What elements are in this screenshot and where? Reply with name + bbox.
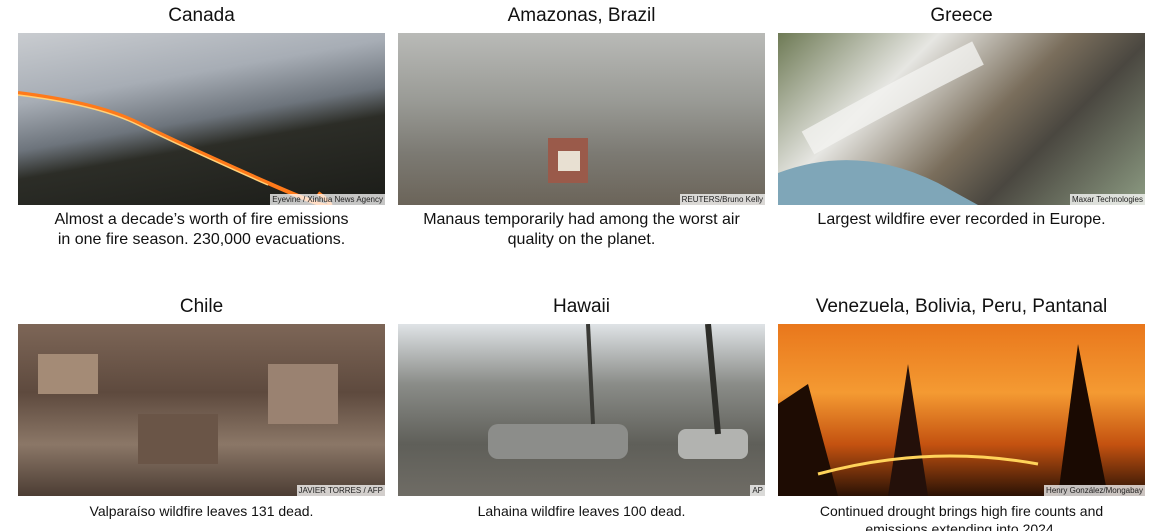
- caption: Manaus temporarily had among the worst a…: [388, 210, 775, 250]
- panel-title: Canada: [18, 5, 385, 27]
- caption-line: Manaus temporarily had among the worst a…: [388, 210, 775, 230]
- caption-line: Almost a decade’s worth of fire emission…: [8, 210, 395, 230]
- caption: Almost a decade’s worth of fire emission…: [8, 210, 395, 250]
- photo-credit: Henry González/Mongabay: [1044, 485, 1145, 496]
- photo: REUTERS/Bruno Kelly: [398, 33, 765, 205]
- caption: Valparaíso wildfire leaves 131 dead.: [8, 502, 395, 520]
- caption-line: quality on the planet.: [388, 230, 775, 250]
- caption: Lahaina wildfire leaves 100 dead.: [388, 502, 775, 520]
- photo: Eyevine / Xinhua News Agency: [18, 33, 385, 205]
- photo-credit: REUTERS/Bruno Kelly: [680, 194, 765, 205]
- photo-art: [778, 324, 1145, 496]
- caption: Continued drought brings high fire count…: [768, 502, 1155, 531]
- caption-line: Valparaíso wildfire leaves 131 dead.: [8, 502, 395, 520]
- panel-title: Hawaii: [398, 296, 765, 318]
- photo-credit: AP: [750, 485, 765, 496]
- photo-art: [18, 324, 385, 496]
- panel-title: Greece: [778, 5, 1145, 27]
- caption-line: Lahaina wildfire leaves 100 dead.: [388, 502, 775, 520]
- caption-line: emissions extending into 2024.: [768, 520, 1155, 531]
- photo: Henry González/Mongabay: [778, 324, 1145, 496]
- photo-art: [398, 33, 765, 205]
- panel-title: Venezuela, Bolivia, Peru, Pantanal: [778, 296, 1145, 318]
- panel-title: Amazonas, Brazil: [398, 5, 765, 27]
- caption: Largest wildfire ever recorded in Europe…: [768, 210, 1155, 230]
- photo-art: [398, 324, 765, 496]
- photo-art: [18, 33, 385, 205]
- photo: Maxar Technologies: [778, 33, 1145, 205]
- caption-line: Continued drought brings high fire count…: [768, 502, 1155, 520]
- photo-credit: JAVIER TORRES / AFP: [297, 485, 385, 496]
- page: Canada Eyevine / Xinhua News Agency Almost…: [0, 0, 1163, 531]
- photo: AP: [398, 324, 765, 496]
- caption-line: Largest wildfire ever recorded in Europe…: [768, 210, 1155, 230]
- photo-credit: Maxar Technologies: [1070, 194, 1145, 205]
- photo-credit: Eyevine / Xinhua News Agency: [270, 194, 385, 205]
- photo-art: [778, 33, 1145, 205]
- caption-line: in one fire season. 230,000 evacuations.: [8, 230, 395, 250]
- photo: JAVIER TORRES / AFP: [18, 324, 385, 496]
- panel-title: Chile: [18, 296, 385, 318]
